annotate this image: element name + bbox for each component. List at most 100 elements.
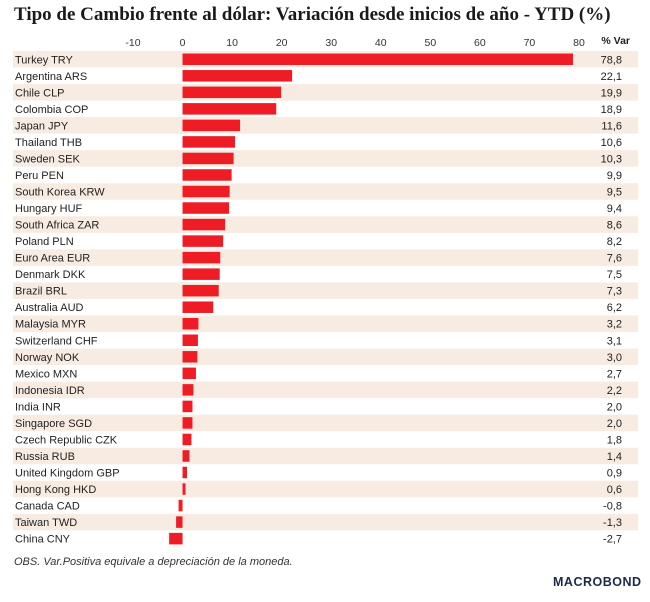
bar <box>182 119 241 132</box>
value-label: 2,0 <box>607 418 622 430</box>
category-label: Thailand THB <box>15 137 82 149</box>
value-label: 2,2 <box>607 385 622 397</box>
value-label: 2,0 <box>607 401 622 413</box>
category-label: Turkey TRY <box>15 54 74 66</box>
category-label: India INR <box>15 401 61 413</box>
category-label: Mexico MXN <box>15 368 77 380</box>
bar <box>182 202 230 214</box>
value-label: 8,2 <box>607 236 622 248</box>
bar <box>182 235 224 247</box>
value-label: 18,9 <box>601 104 622 116</box>
value-label: -0,8 <box>603 501 622 513</box>
category-label: Japan JPY <box>15 120 69 132</box>
bar <box>182 400 193 413</box>
bar <box>182 433 192 446</box>
bar <box>182 86 282 99</box>
category-label: Indonesia IDR <box>15 385 85 397</box>
value-label: 3,1 <box>607 335 622 347</box>
bar <box>176 516 183 528</box>
value-label: 3,2 <box>607 319 622 331</box>
bar <box>182 53 574 66</box>
x-axis-ticks: -10 0 10 20 30 40 50 60 70 80 <box>125 37 585 49</box>
x-tick-label: 20 <box>276 37 288 49</box>
bar <box>182 417 193 429</box>
bar <box>182 218 226 231</box>
bar <box>182 301 214 313</box>
bars <box>169 53 574 545</box>
category-label: Switzerland CHF <box>15 335 98 347</box>
x-tick-label: 50 <box>424 37 436 49</box>
value-label: 19,9 <box>601 87 622 99</box>
category-label: Argentina ARS <box>15 71 87 83</box>
row-band <box>13 348 638 366</box>
category-label: China CNY <box>15 534 71 546</box>
category-label: Poland PLN <box>15 236 74 248</box>
value-label: 0,6 <box>607 484 622 496</box>
x-tick-label: 80 <box>573 37 585 49</box>
row-band <box>13 480 638 498</box>
value-label: 10,3 <box>601 153 622 165</box>
value-label: 7,6 <box>607 253 622 265</box>
row-band <box>13 414 638 432</box>
bar <box>182 367 196 380</box>
x-tick-label: -10 <box>125 37 140 49</box>
value-label: 7,3 <box>607 286 622 298</box>
row-band <box>13 315 638 333</box>
value-label: 9,9 <box>607 170 622 182</box>
bar <box>182 251 221 264</box>
bar <box>182 136 236 148</box>
value-column-header: % Var <box>601 35 630 47</box>
category-label: South Africa ZAR <box>15 220 99 232</box>
x-tick-label: 10 <box>226 37 238 49</box>
bar <box>182 351 198 363</box>
bar <box>182 185 230 198</box>
value-label: 9,5 <box>607 187 622 199</box>
category-label: Peru PEN <box>15 170 64 182</box>
bar <box>182 284 219 297</box>
value-label: 22,1 <box>601 71 622 83</box>
row-band <box>13 381 638 399</box>
value-label: 9,4 <box>607 203 622 215</box>
bar <box>169 532 183 545</box>
category-label: Denmark DKK <box>15 269 86 281</box>
category-label: Hungary HUF <box>15 203 83 215</box>
row-band <box>13 117 638 134</box>
category-label: Malaysia MYR <box>15 319 86 331</box>
category-labels: Turkey TRY Argentina ARS Chile CLP Colombia… <box>15 54 120 545</box>
chart-title: Tipo de Cambio frente al dólar: Variació… <box>14 4 611 25</box>
bar <box>178 499 183 512</box>
category-label: Sweden SEK <box>15 153 80 165</box>
bar <box>182 384 194 396</box>
x-tick-label: 70 <box>524 37 536 49</box>
category-label: Euro Area EUR <box>15 253 90 265</box>
bar <box>182 450 190 462</box>
value-label: 6,2 <box>607 302 622 314</box>
row-band <box>13 513 638 531</box>
row-band <box>13 183 638 200</box>
row-band <box>13 84 638 101</box>
macrobond-logo: MACROBOND <box>553 575 642 589</box>
value-label: -1,3 <box>603 517 622 529</box>
x-tick-label: 30 <box>325 37 337 49</box>
value-label: 3,0 <box>607 352 622 364</box>
category-label: Norway NOK <box>15 352 80 364</box>
row-band <box>13 216 638 233</box>
row-band <box>13 150 638 167</box>
value-label: 8,6 <box>607 220 622 232</box>
bar <box>182 334 198 347</box>
bar <box>182 483 186 495</box>
bar <box>182 70 293 82</box>
value-label: 11,6 <box>601 120 622 132</box>
bar <box>182 103 277 115</box>
value-label: -2,7 <box>603 534 622 546</box>
category-label: Russia RUB <box>15 451 75 463</box>
value-label: 1,4 <box>607 451 622 463</box>
value-label: 10,6 <box>601 137 622 149</box>
category-label: Taiwan TWD <box>15 517 77 529</box>
bar <box>182 152 234 165</box>
category-label: Colombia COP <box>15 104 88 116</box>
value-labels: 78,8 22,1 19,9 18,9 11,6 10,6 10,3 9,9 9,5 9,4 8,6… <box>601 54 622 545</box>
category-label: Czech Republic CZK <box>15 434 118 446</box>
category-label: South Korea KRW <box>15 187 105 199</box>
bar <box>182 169 232 181</box>
